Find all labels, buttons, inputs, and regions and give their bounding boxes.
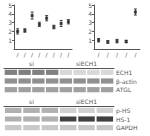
svg-text:/: /	[38, 51, 41, 58]
svg-text:β-actin: β-actin	[116, 78, 137, 86]
svg-text:HS-1: HS-1	[116, 116, 130, 123]
svg-text:ECH1: ECH1	[116, 69, 132, 76]
svg-text:/: /	[98, 51, 101, 58]
svg-text:si: si	[29, 60, 34, 67]
svg-text:/: /	[60, 51, 63, 58]
svg-text:3: 3	[88, 19, 92, 26]
svg-text:5: 5	[88, 2, 92, 9]
svg-text:/: /	[31, 51, 34, 58]
svg-text:2: 2	[88, 28, 92, 35]
svg-text:/: /	[116, 51, 119, 58]
svg-text:/: /	[134, 51, 137, 58]
svg-text:siECH1: siECH1	[76, 60, 97, 67]
svg-text:5: 5	[8, 2, 12, 9]
svg-text:p-HS: p-HS	[116, 107, 130, 115]
svg-text:siECH1: siECH1	[76, 98, 97, 105]
svg-text:/: /	[17, 51, 20, 58]
svg-text:/: /	[125, 51, 128, 58]
svg-text:1: 1	[88, 37, 92, 44]
svg-text:/: /	[24, 51, 27, 58]
svg-text:si: si	[29, 98, 34, 105]
svg-text:/: /	[67, 51, 70, 58]
svg-text:/: /	[107, 51, 110, 58]
svg-text:2: 2	[8, 28, 12, 35]
svg-text:/: /	[46, 51, 49, 58]
svg-text:3: 3	[8, 19, 12, 26]
svg-text:GAPDH: GAPDH	[116, 124, 138, 131]
svg-text:4: 4	[8, 10, 12, 17]
svg-text:1: 1	[8, 37, 12, 44]
svg-text:/: /	[53, 51, 56, 58]
svg-text:4: 4	[88, 10, 92, 17]
svg-text:ATGL: ATGL	[116, 86, 132, 93]
